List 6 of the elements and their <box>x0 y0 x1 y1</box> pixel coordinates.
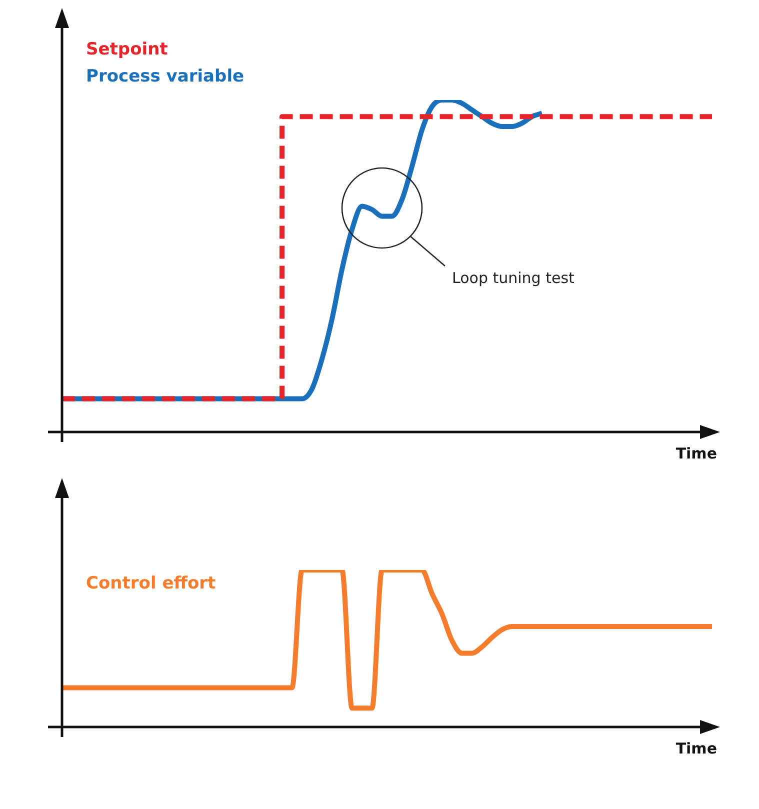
text: Control effort <box>86 573 216 594</box>
text: Process variable <box>86 66 244 86</box>
text: Setpoint <box>86 39 168 60</box>
annotation: Loop tuning test <box>452 268 575 287</box>
x-axis-title: Time <box>676 739 717 758</box>
x-axis-title: Time <box>676 444 717 462</box>
